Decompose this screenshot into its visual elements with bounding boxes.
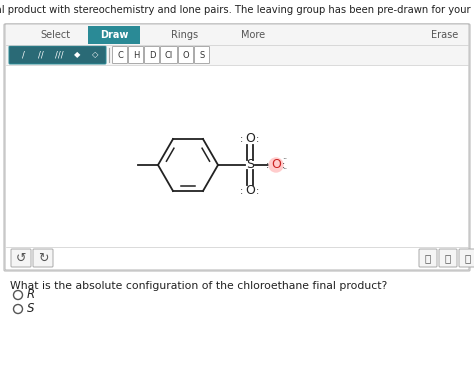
Text: H: H bbox=[133, 51, 139, 60]
FancyBboxPatch shape bbox=[9, 46, 106, 64]
Text: S: S bbox=[246, 159, 254, 171]
Text: :: : bbox=[240, 186, 244, 196]
Text: O: O bbox=[245, 132, 255, 146]
Text: O: O bbox=[245, 184, 255, 198]
FancyBboxPatch shape bbox=[179, 46, 193, 63]
Text: //: // bbox=[38, 51, 44, 60]
Text: ··: ·· bbox=[283, 165, 288, 174]
Text: Select: Select bbox=[40, 30, 70, 40]
FancyBboxPatch shape bbox=[33, 249, 53, 267]
Text: C: C bbox=[117, 51, 123, 60]
Text: More: More bbox=[241, 30, 265, 40]
FancyBboxPatch shape bbox=[459, 249, 474, 267]
Text: S: S bbox=[200, 51, 205, 60]
FancyBboxPatch shape bbox=[128, 46, 144, 63]
FancyBboxPatch shape bbox=[5, 24, 469, 270]
Text: S: S bbox=[27, 303, 35, 315]
Bar bbox=[88, 26, 140, 44]
Text: O: O bbox=[271, 159, 281, 171]
Text: ◆: ◆ bbox=[74, 51, 80, 60]
Text: :: : bbox=[283, 160, 286, 170]
Text: D: D bbox=[149, 51, 155, 60]
Text: ↺: ↺ bbox=[16, 252, 26, 264]
Text: R: R bbox=[27, 288, 35, 302]
Text: /: / bbox=[21, 51, 25, 60]
Text: :: : bbox=[256, 186, 260, 196]
Text: 🔍: 🔍 bbox=[445, 253, 451, 263]
Text: :: : bbox=[240, 134, 244, 144]
Text: ··: ·· bbox=[283, 156, 288, 165]
FancyBboxPatch shape bbox=[194, 46, 210, 63]
Text: Cl: Cl bbox=[165, 51, 173, 60]
Text: Draw the final product with stereochemistry and lone pairs. The leaving group ha: Draw the final product with stereochemis… bbox=[0, 5, 474, 15]
FancyBboxPatch shape bbox=[419, 249, 437, 267]
Bar bbox=[6, 25, 468, 45]
FancyBboxPatch shape bbox=[145, 46, 159, 63]
FancyBboxPatch shape bbox=[161, 46, 177, 63]
Text: :: : bbox=[266, 160, 270, 170]
FancyBboxPatch shape bbox=[112, 46, 128, 63]
Text: 🔍: 🔍 bbox=[465, 253, 471, 263]
Text: 🔍: 🔍 bbox=[425, 253, 431, 263]
Text: ↻: ↻ bbox=[38, 252, 48, 264]
Circle shape bbox=[269, 158, 283, 172]
Text: ◇: ◇ bbox=[92, 51, 98, 60]
Text: Draw: Draw bbox=[100, 30, 128, 40]
FancyBboxPatch shape bbox=[439, 249, 457, 267]
Text: Erase: Erase bbox=[431, 30, 459, 40]
Text: :: : bbox=[256, 134, 260, 144]
FancyBboxPatch shape bbox=[11, 249, 31, 267]
Text: O: O bbox=[182, 51, 189, 60]
Bar bbox=[6, 45, 468, 65]
Text: Rings: Rings bbox=[172, 30, 199, 40]
Text: ///: /// bbox=[55, 51, 64, 60]
Text: What is the absolute configuration of the chloroethane final product?: What is the absolute configuration of th… bbox=[10, 281, 387, 291]
FancyBboxPatch shape bbox=[4, 24, 470, 271]
